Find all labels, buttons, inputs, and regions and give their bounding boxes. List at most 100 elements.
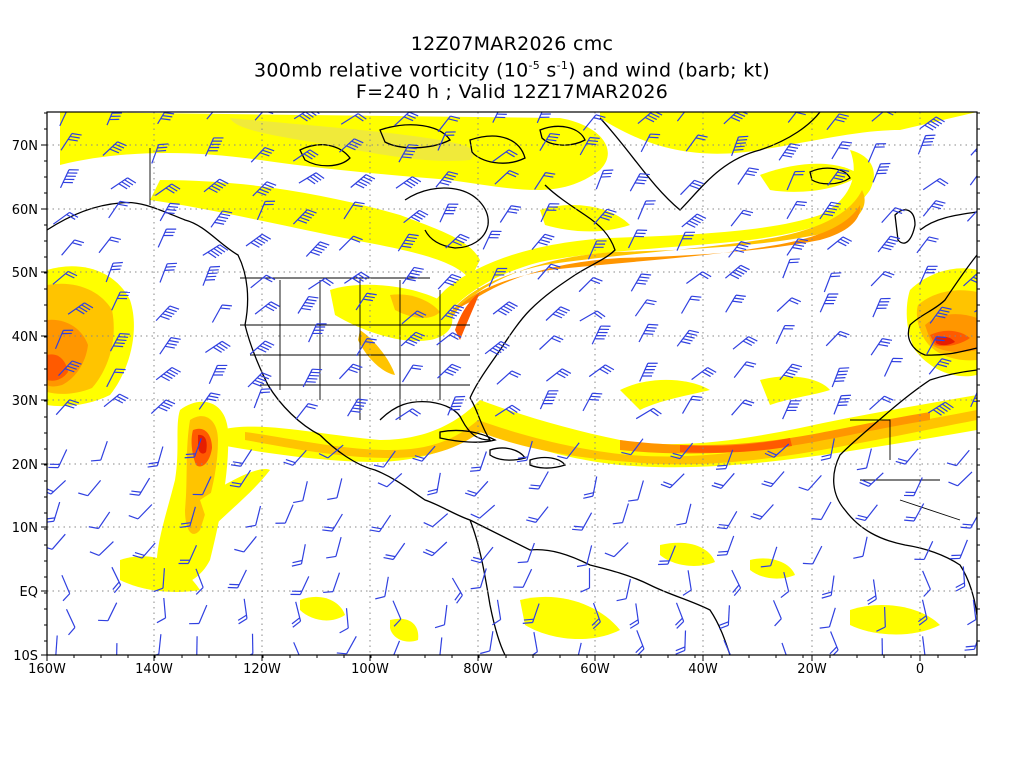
wind-barb-icon <box>109 332 130 352</box>
wind-barb-icon <box>787 112 809 123</box>
wind-barb-icon <box>98 602 118 622</box>
wind-barb-icon <box>437 273 462 290</box>
wind-barb-icon <box>557 442 580 460</box>
wind-barb-icon <box>964 630 977 651</box>
wind-barb-icon <box>855 504 878 522</box>
wind-barb-icon <box>883 357 903 377</box>
wind-barb-icon <box>591 325 611 345</box>
wind-barb-icon <box>90 441 108 462</box>
wind-barb-icon <box>338 138 364 153</box>
wind-barb-icon <box>831 367 850 388</box>
wind-barb-icon <box>686 271 712 284</box>
wind-barb-icon <box>929 306 952 324</box>
wind-barb-icon <box>917 134 936 155</box>
wind-barb-icon <box>447 395 466 416</box>
wind-barb-icon <box>291 544 306 567</box>
wind-barb-icon <box>725 294 746 313</box>
wind-barb-icon <box>545 306 570 321</box>
axis-ticks <box>41 112 980 661</box>
wind-barb-icon <box>587 240 607 260</box>
wind-barb-icon <box>111 291 131 311</box>
wind-barb-icon <box>340 113 367 125</box>
wind-barb-icon <box>528 471 549 490</box>
wind-barb-icon <box>877 235 901 253</box>
wind-barb-icon <box>180 506 196 528</box>
wind-barb-icon <box>917 599 928 626</box>
wind-barb-icon <box>210 210 233 228</box>
wind-barb-icon <box>750 504 774 520</box>
wind-barb-icon <box>293 112 320 122</box>
wind-barb-icon <box>105 261 123 283</box>
wind-barb-icon <box>914 541 934 561</box>
wind-barb-icon <box>323 572 341 594</box>
wind-barb-icon <box>470 451 487 472</box>
wind-barb-icon <box>853 536 868 559</box>
lon-tick-label: 80W <box>463 662 493 677</box>
wind-barb-icon <box>640 133 661 153</box>
lon-tick-label: 120W <box>243 662 281 677</box>
wind-barb-icon <box>439 203 459 223</box>
wind-barb-icon <box>178 544 198 565</box>
wind-barb-icon <box>157 228 177 248</box>
wind-barb-icon <box>872 162 891 183</box>
wind-barb-icon <box>52 270 78 285</box>
wind-barb-icon <box>159 202 180 222</box>
wind-barb-icon <box>204 137 224 157</box>
wind-barb-icon <box>391 640 401 655</box>
wind-barb-icon <box>960 510 977 529</box>
wind-barb-icon <box>820 438 835 461</box>
wind-barb-icon <box>422 541 448 557</box>
wind-barb-icon <box>149 634 162 655</box>
wind-barb-icon <box>229 469 252 488</box>
wind-barb-icon <box>731 399 755 416</box>
wind-barb-icon <box>895 448 919 465</box>
wind-barb-icon <box>111 566 122 594</box>
wind-barb-icon <box>106 112 122 126</box>
wind-barb-icon <box>369 514 392 533</box>
wind-barb-icon <box>234 536 257 553</box>
wind-barb-icon <box>811 501 832 521</box>
wind-barb-icon <box>981 329 1006 351</box>
wind-barb-icon <box>48 449 68 469</box>
wind-barb-icon <box>297 295 319 314</box>
wind-barb-icon <box>480 631 494 655</box>
wind-barb-icon <box>47 635 58 655</box>
wind-barb-icon <box>290 576 310 596</box>
wind-barb-icon <box>157 112 175 125</box>
wind-barb-icon <box>196 636 198 655</box>
wind-barb-icon <box>243 633 254 655</box>
wind-barb-icon <box>437 131 456 151</box>
wind-barb-icon <box>922 200 946 217</box>
wind-barb-icon <box>128 504 153 520</box>
wind-barb-icon <box>904 503 925 522</box>
wind-barb-icon <box>819 607 836 629</box>
wind-barb-icon <box>350 174 376 189</box>
wind-barb-icon <box>245 505 262 528</box>
wind-barb-icon <box>733 361 757 378</box>
wind-barb-icon <box>293 642 303 655</box>
wind-barb-icon <box>470 546 494 564</box>
wind-barb-icon <box>970 388 977 408</box>
wind-barb-icon <box>976 237 977 256</box>
wind-barb-icon <box>782 258 800 279</box>
wind-barb-icon <box>711 472 735 489</box>
wind-barb-icon <box>802 545 823 565</box>
wind-barb-icon <box>963 272 977 287</box>
wind-barb-icon <box>110 177 137 190</box>
wind-barb-icon <box>629 173 650 192</box>
wind-barb-icon <box>147 446 164 468</box>
wind-barb-icon <box>484 340 510 356</box>
wind-barb-icon <box>876 606 886 632</box>
wind-barb-icon <box>950 539 968 560</box>
wind-barb-icon <box>798 474 822 491</box>
lon-tick-label: 20W <box>797 662 827 677</box>
wind-barb-icon <box>58 360 82 377</box>
wind-barb-icon <box>980 115 1004 137</box>
wind-barb-icon <box>492 112 507 123</box>
wind-barb-icon <box>230 449 253 467</box>
political-borders <box>149 148 961 521</box>
wind-barb-icon <box>375 576 389 600</box>
wind-barb-icon <box>516 440 533 463</box>
wind-barb-icon <box>202 265 221 286</box>
wind-barb-icon <box>184 438 202 459</box>
